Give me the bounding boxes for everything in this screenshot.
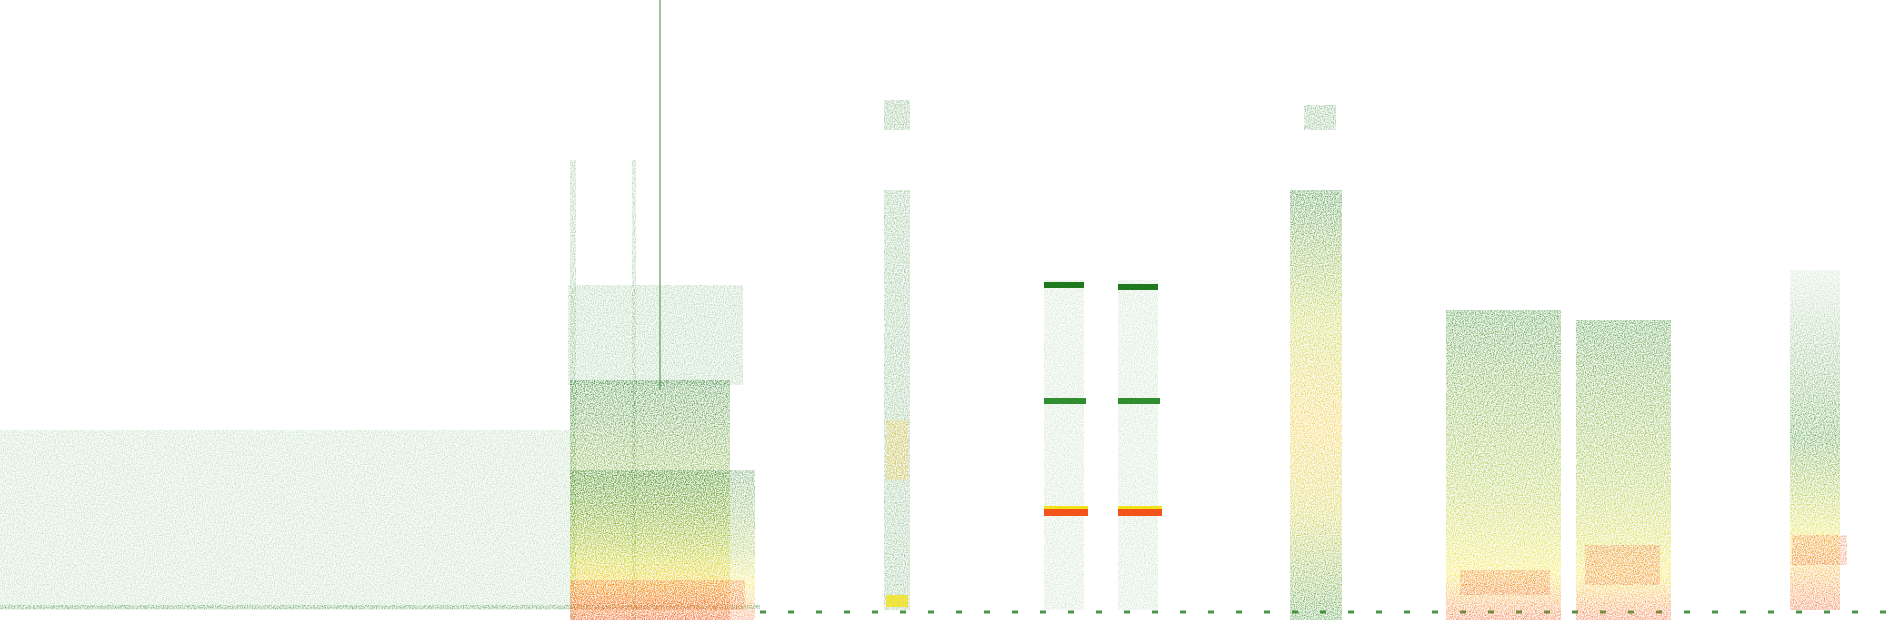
broadband-call-1 [568,0,755,620]
broadband-call-2 [1446,310,1561,620]
broadband-call-3 [1576,320,1671,620]
broadband-call-4 [1790,270,1847,610]
broadband-column [1290,105,1342,620]
background-noise [0,430,760,610]
tonal-note-2 [1118,280,1162,610]
tonal-note-1 [1044,280,1088,610]
pulsed-trill [884,100,910,610]
